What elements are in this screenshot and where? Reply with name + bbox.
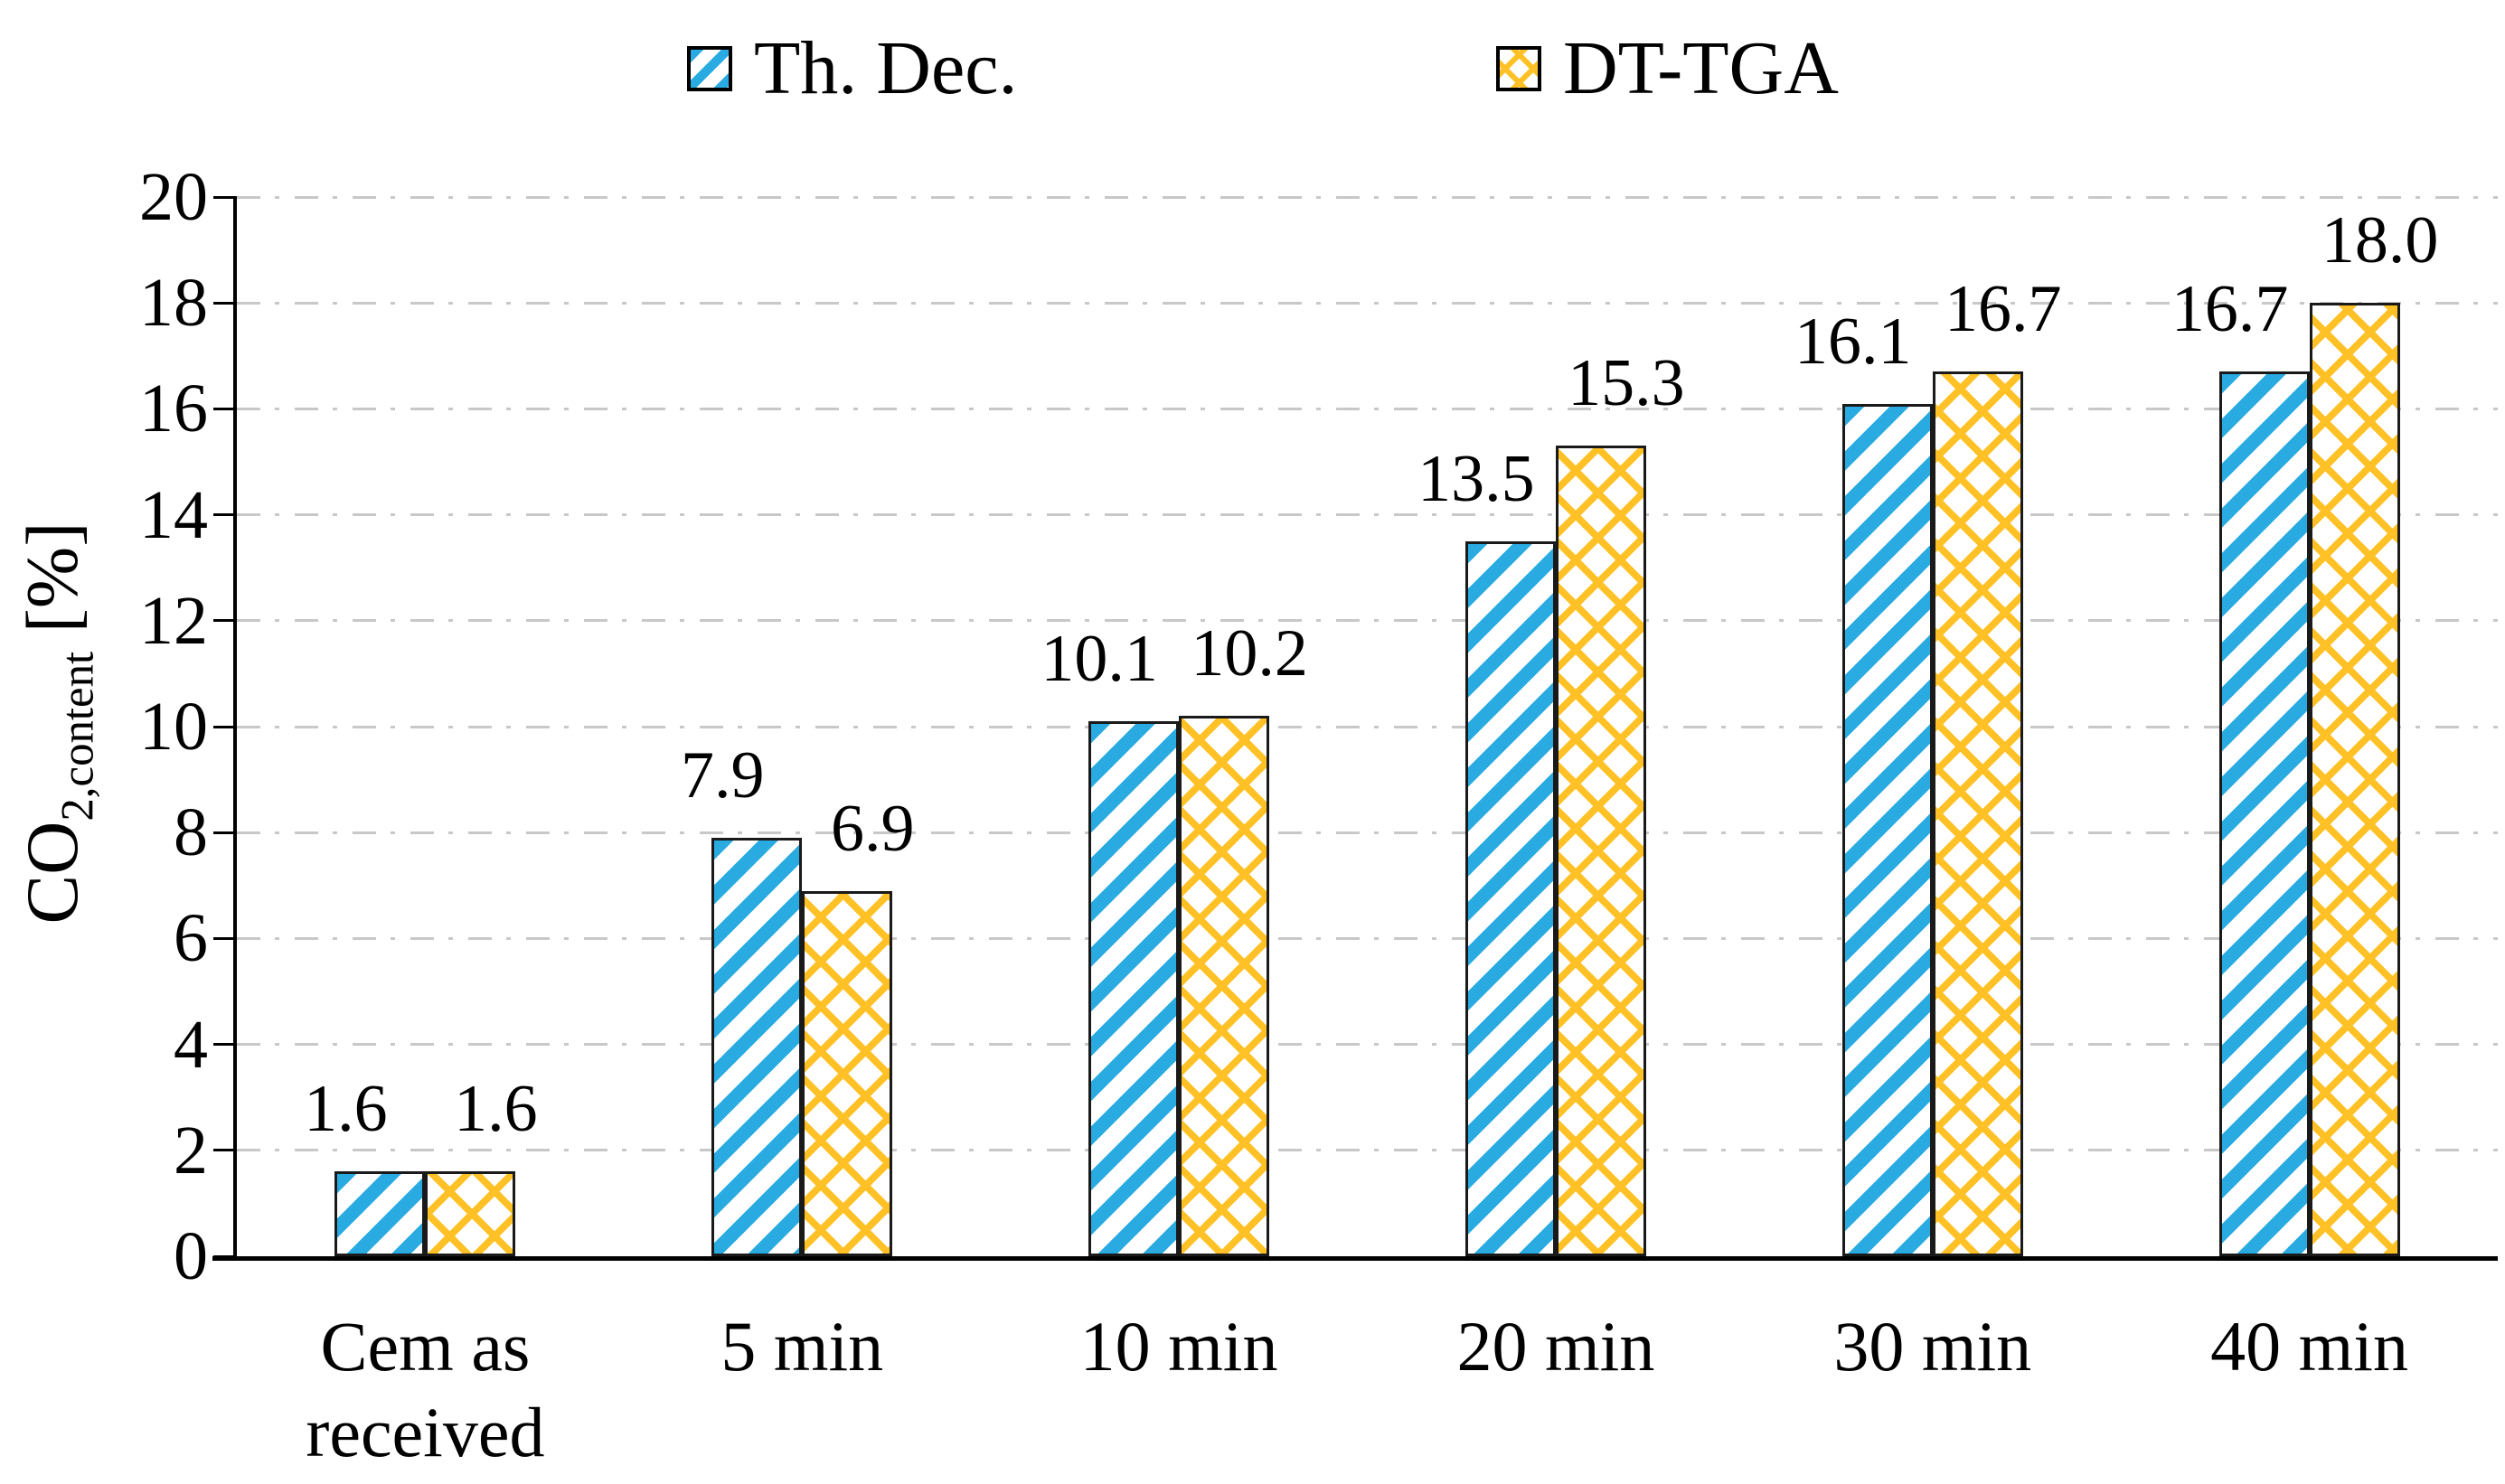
y-tick-label-20: 20 bbox=[139, 159, 208, 235]
y-tick-label-16: 16 bbox=[139, 371, 208, 447]
gridline-y-16 bbox=[237, 407, 2498, 410]
y-tick-mark-2 bbox=[213, 1149, 237, 1152]
bar-th-dec--6 bbox=[2218, 371, 2310, 1256]
bar-group-2: 7.9 6.9 bbox=[614, 197, 991, 1256]
legend-item-dt-tga: DT-TGA bbox=[1496, 31, 1839, 107]
bar-value-label: 10.1 bbox=[1041, 622, 1158, 697]
y-tick-label-18: 18 bbox=[139, 265, 208, 342]
y-tick-label-8: 8 bbox=[174, 794, 208, 871]
legend-item-th-dec: Th. Dec. bbox=[687, 31, 1018, 107]
gridline-y-2 bbox=[237, 1149, 2498, 1152]
bar-value-label: 18.0 bbox=[2321, 203, 2439, 278]
y-tick-label-6: 6 bbox=[174, 900, 208, 977]
dt-tga-pattern-swatch-icon bbox=[1496, 46, 1541, 91]
bar-group-5: 16.1 16.7 bbox=[1744, 197, 2121, 1256]
bar-th-dec--2 bbox=[711, 838, 803, 1256]
bar-group-3: 10.1 10.2 bbox=[991, 197, 1368, 1256]
th-dec-pattern-swatch-icon bbox=[687, 46, 732, 91]
legend-label-dt-tga: DT-TGA bbox=[1563, 26, 1839, 110]
y-tick-mark-4 bbox=[213, 1043, 237, 1047]
y-tick-mark-18 bbox=[213, 301, 237, 305]
y-tick-mark-20 bbox=[213, 195, 237, 199]
bar-value-label: 1.6 bbox=[304, 1072, 388, 1147]
bar-value-label: 15.3 bbox=[1568, 346, 1685, 421]
y-tick-mark-0 bbox=[213, 1254, 237, 1258]
y-tick-mark-10 bbox=[213, 725, 237, 728]
bar-value-label: 13.5 bbox=[1417, 441, 1535, 516]
bar-dt-tga-2 bbox=[802, 890, 893, 1256]
bar-th-dec--4 bbox=[1464, 540, 1556, 1256]
plot-area: 1.6 1.6 7.9 6.9 10.1 10.2 13.5 15.3 16.1 16.7 16.7… bbox=[212, 195, 2498, 1261]
bar-group-4: 13.5 15.3 bbox=[1368, 197, 1745, 1256]
y-tick-mark-14 bbox=[213, 513, 237, 517]
gridline-y-12 bbox=[237, 619, 2498, 623]
bar-group-6: 16.7 18.0 bbox=[2121, 197, 2498, 1256]
x-category-label-6: 40 min bbox=[2210, 1307, 2408, 1385]
bar-dt-tga-3 bbox=[1179, 716, 1270, 1256]
x-category-label-1: Cem as received bbox=[306, 1307, 545, 1472]
gridline-y-8 bbox=[237, 831, 2498, 834]
bar-value-label: 7.9 bbox=[680, 738, 765, 813]
bar-value-label: 1.6 bbox=[454, 1072, 538, 1147]
y-tick-label-12: 12 bbox=[139, 582, 208, 659]
bar-value-label: 16.7 bbox=[2171, 272, 2289, 347]
gridline-y-6 bbox=[237, 936, 2498, 940]
bar-dt-tga-4 bbox=[1555, 446, 1646, 1256]
bar-dt-tga-5 bbox=[1932, 371, 2023, 1256]
bar-value-label: 10.2 bbox=[1191, 616, 1308, 691]
bar-value-label: 16.1 bbox=[1794, 304, 1912, 379]
x-category-label-3: 10 min bbox=[1079, 1307, 1278, 1385]
x-category-label-2: 5 min bbox=[720, 1307, 884, 1385]
x-category-label-4: 20 min bbox=[1456, 1307, 1655, 1385]
y-tick-label-10: 10 bbox=[139, 689, 208, 765]
y-tick-mark-8 bbox=[213, 831, 237, 834]
y-tick-mark-16 bbox=[213, 407, 237, 410]
gridline-y-4 bbox=[237, 1043, 2498, 1047]
bar-th-dec--1 bbox=[334, 1171, 426, 1256]
bar-group-1: 1.6 1.6 bbox=[237, 197, 614, 1256]
y-tick-mark-12 bbox=[213, 619, 237, 623]
y-tick-label-4: 4 bbox=[174, 1006, 208, 1083]
x-category-label-5: 30 min bbox=[1833, 1307, 2032, 1385]
y-tick-mark-6 bbox=[213, 936, 237, 940]
bar-th-dec--3 bbox=[1088, 721, 1180, 1256]
gridline-y-14 bbox=[237, 513, 2498, 517]
y-tick-label-0: 0 bbox=[174, 1218, 208, 1294]
bar-dt-tga-6 bbox=[2309, 303, 2400, 1256]
gridline-y-10 bbox=[237, 725, 2498, 728]
bar-value-label: 6.9 bbox=[830, 791, 915, 866]
gridline-y-20 bbox=[237, 195, 2498, 199]
bar-dt-tga-1 bbox=[425, 1171, 516, 1256]
x-axis-line bbox=[212, 1256, 2498, 1261]
gridline-y-18 bbox=[237, 301, 2498, 305]
bar-value-label: 16.7 bbox=[1944, 272, 2062, 347]
y-tick-label-2: 2 bbox=[174, 1112, 208, 1188]
y-tick-label-14: 14 bbox=[139, 476, 208, 553]
legend-label-th-dec: Th. Dec. bbox=[754, 26, 1018, 110]
bar-th-dec--5 bbox=[1841, 403, 1933, 1256]
